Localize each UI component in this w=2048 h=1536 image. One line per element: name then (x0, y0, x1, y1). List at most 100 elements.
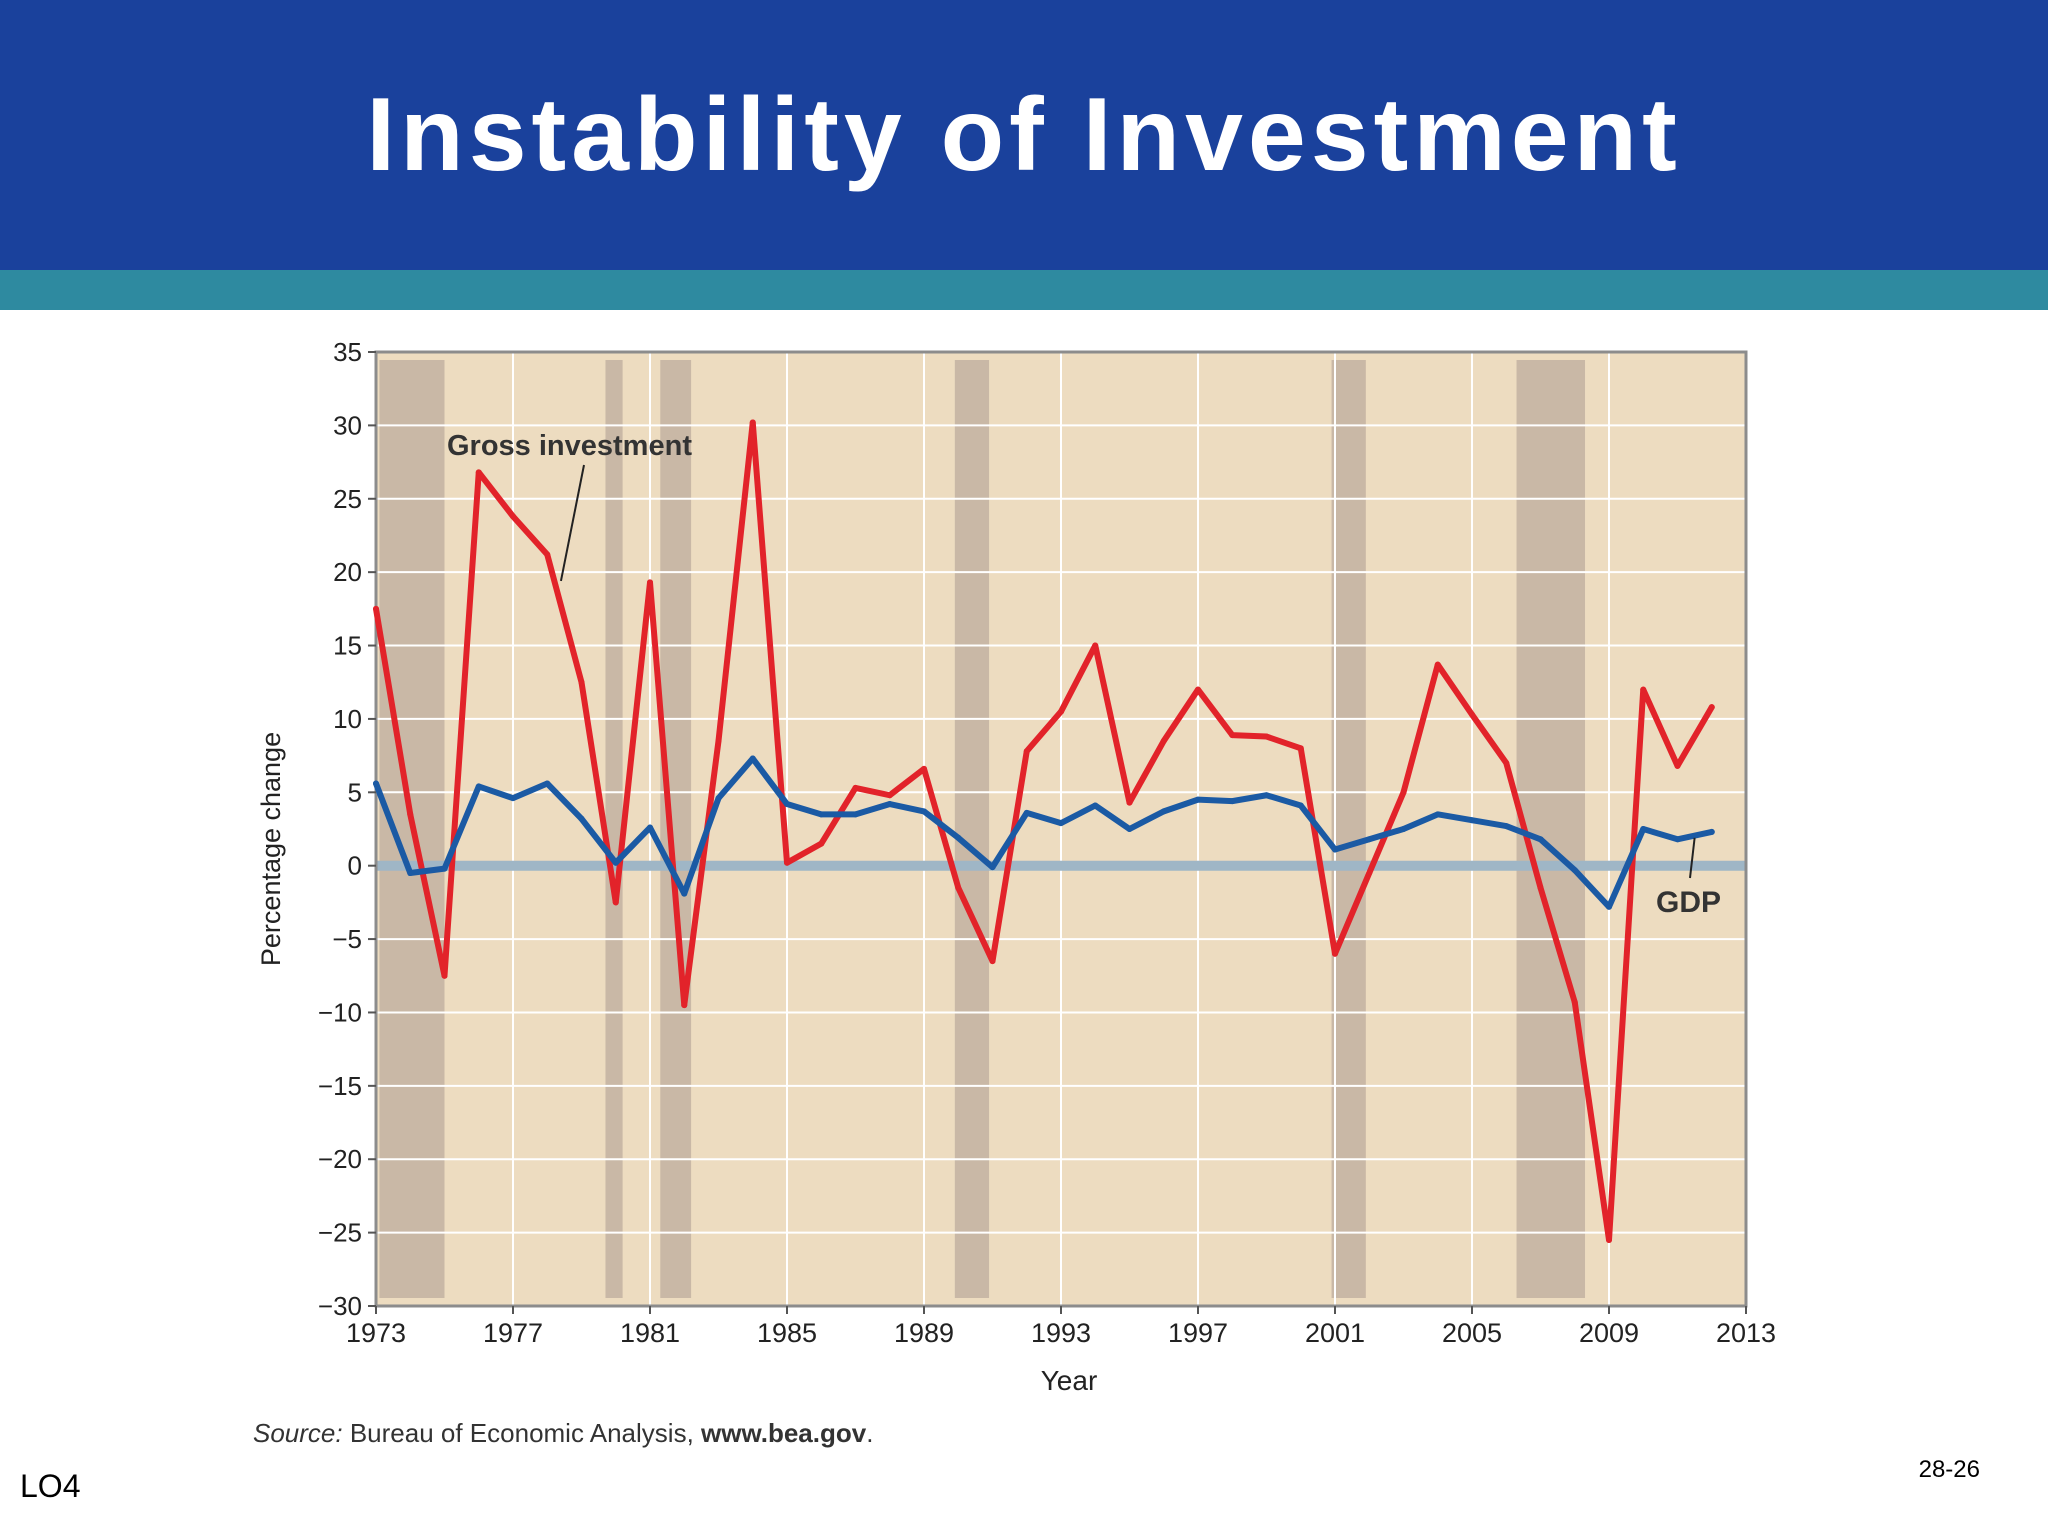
annotation-leader-gdp (1689, 837, 1696, 879)
data-point-gross-investment (1503, 759, 1510, 766)
y-tick-label: −20 (318, 1144, 362, 1174)
data-point-gross-investment (1195, 686, 1201, 693)
source-note: Source: Bureau of Economic Analysis, www… (253, 1418, 873, 1449)
learning-objective-label: LO4 (20, 1468, 81, 1504)
y-tick-label: 10 (333, 704, 362, 734)
x-tick-label: 1989 (894, 1318, 954, 1348)
recession-band-3 (954, 360, 990, 1298)
data-point-gdp (784, 801, 790, 808)
data-point-gdp (647, 824, 653, 831)
data-point-gross-investment (921, 765, 927, 772)
x-tick-label: 1973 (346, 1318, 406, 1348)
title-bar: Instability of Investment (0, 0, 2048, 270)
data-point-gross-investment (510, 513, 516, 520)
data-point-gross-investment (1366, 870, 1373, 877)
data-point-gdp (475, 783, 482, 790)
data-point-gross-investment (1674, 762, 1681, 769)
data-point-gross-investment (544, 551, 551, 558)
recession-band-5 (1516, 360, 1586, 1298)
slide-number: 28-26 (1918, 1456, 1980, 1483)
data-point-gross-investment (1023, 748, 1030, 755)
y-tick-label: −25 (318, 1218, 362, 1248)
x-tick-label: 2013 (1716, 1318, 1776, 1348)
data-point-gross-investment (1092, 642, 1099, 649)
data-point-gross-investment (989, 958, 996, 965)
x-tick-label: 1977 (483, 1318, 543, 1348)
y-tick-label: 25 (333, 484, 362, 514)
data-point-gross-investment (1126, 799, 1133, 806)
y-tick-label: −10 (318, 997, 362, 1027)
source-link[interactable]: www.bea.gov (701, 1418, 867, 1448)
source-label: Source: (253, 1418, 343, 1448)
y-tick-label: −5 (332, 924, 362, 954)
series-line-gdp (373, 755, 1715, 910)
x-tick-label: 1993 (1031, 1318, 1091, 1348)
data-point-gross-investment (1708, 704, 1715, 711)
data-point-gdp (407, 870, 414, 877)
data-point-gross-investment (1263, 733, 1270, 740)
annotation-gdp: GDP (1656, 886, 1721, 919)
source-end: . (866, 1418, 874, 1448)
slide-title: Instability of Investment (366, 76, 1682, 193)
x-tick-label: 2009 (1579, 1318, 1639, 1348)
y-tick-label: −15 (318, 1071, 362, 1101)
data-point-gdp (1366, 836, 1373, 843)
y-tick-label: 0 (348, 851, 362, 881)
data-point-gross-investment (612, 899, 619, 906)
data-point-gdp (1434, 811, 1441, 818)
data-point-gdp (1708, 828, 1715, 835)
data-point-gdp (818, 811, 825, 818)
x-tick-label: 1985 (757, 1318, 817, 1348)
data-point-gdp (1606, 903, 1612, 910)
data-point-gdp (1332, 846, 1338, 853)
data-point-gross-investment (715, 737, 722, 744)
data-point-gross-investment (1640, 686, 1647, 693)
data-point-gross-investment (1332, 950, 1338, 957)
x-tick-label: 2005 (1442, 1318, 1502, 1348)
data-point-gross-investment (1229, 732, 1236, 739)
data-point-gdp (1263, 792, 1270, 799)
data-point-gdp (921, 808, 927, 815)
recession-band-1 (605, 360, 623, 1298)
data-point-gdp (578, 815, 585, 822)
x-tick-label: 1981 (620, 1318, 680, 1348)
data-point-gross-investment (852, 784, 859, 791)
y-tick-label: −30 (318, 1291, 362, 1321)
data-point-gdp (852, 811, 859, 818)
data-point-gdp (1571, 867, 1578, 874)
data-point-gross-investment (407, 811, 414, 818)
recession-band-2 (660, 360, 692, 1298)
data-point-gross-investment (818, 840, 825, 847)
data-point-gdp (1023, 809, 1030, 816)
x-tick-label: 1997 (1168, 1318, 1228, 1348)
data-point-gross-investment (441, 972, 448, 979)
data-point-gdp (1195, 796, 1201, 803)
data-point-gdp (1058, 820, 1064, 827)
data-point-gross-investment (1400, 789, 1407, 796)
data-point-gdp (612, 859, 619, 866)
data-point-gross-investment (475, 469, 482, 476)
data-point-gross-investment (1058, 708, 1064, 715)
data-point-gdp (989, 864, 996, 871)
data-point-gross-investment (1297, 745, 1304, 752)
data-point-gdp (1126, 826, 1133, 832)
data-point-gdp (1297, 802, 1304, 809)
data-point-gdp (1640, 826, 1647, 832)
data-point-gross-investment (886, 792, 893, 799)
data-point-gross-investment (647, 579, 653, 586)
data-point-gross-investment (1434, 661, 1441, 668)
data-point-gdp (1400, 826, 1407, 832)
y-tick-label: 5 (348, 777, 362, 807)
data-point-gdp (1674, 836, 1681, 843)
data-point-gross-investment (955, 884, 962, 891)
data-point-gdp (1160, 808, 1167, 815)
data-point-gdp (510, 795, 516, 802)
x-tick-label: 2001 (1305, 1318, 1365, 1348)
data-point-gross-investment (1160, 737, 1167, 744)
data-point-gdp (886, 801, 893, 808)
data-point-gdp (749, 755, 756, 762)
y-tick-label: 20 (333, 557, 362, 587)
data-point-gdp (441, 865, 448, 872)
y-tick-label: 35 (333, 337, 362, 367)
